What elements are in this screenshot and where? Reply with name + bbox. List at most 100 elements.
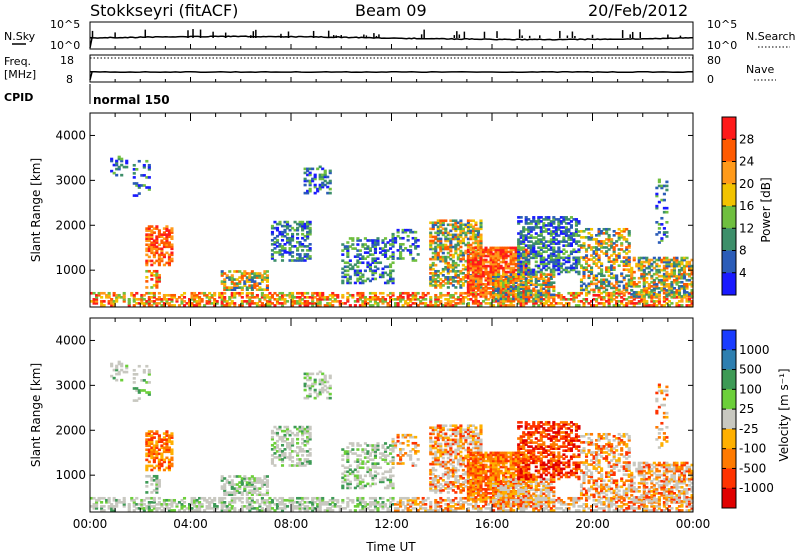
power-cell <box>280 232 285 236</box>
power-cell <box>529 226 533 229</box>
power-cell <box>409 249 413 252</box>
velocity-cell <box>296 507 300 510</box>
power-cell <box>391 241 395 244</box>
power-cell <box>132 182 136 185</box>
power-cell <box>542 277 546 280</box>
power-cell <box>502 293 506 296</box>
power-cell <box>461 278 465 281</box>
power-cell <box>155 239 159 243</box>
power-cell <box>542 293 546 297</box>
power-cell <box>162 243 166 247</box>
power-cell <box>620 280 624 284</box>
power-cell <box>640 272 644 276</box>
power-cell <box>238 304 242 307</box>
power-cell <box>486 282 491 286</box>
power-cell <box>607 234 611 237</box>
power-cell <box>112 291 116 295</box>
power-cell <box>469 268 473 272</box>
power-cell <box>617 232 621 235</box>
power-cell <box>574 264 579 268</box>
power-cell <box>165 225 169 228</box>
power-cell <box>542 272 546 276</box>
power-cell <box>464 265 468 269</box>
power-cell <box>522 273 526 276</box>
power-cell <box>469 231 473 235</box>
power-cell <box>547 287 551 291</box>
power-cell <box>265 288 269 291</box>
power-cell <box>517 240 521 243</box>
power-cell <box>577 300 581 303</box>
power-cell <box>152 245 156 249</box>
power-cell <box>512 281 516 285</box>
velocity-cell <box>213 505 217 508</box>
velocity-cell <box>303 509 307 512</box>
power-cell <box>245 291 249 295</box>
velocity-cell <box>361 500 365 504</box>
velocity-cell <box>401 509 405 512</box>
velocity-cell <box>547 505 551 508</box>
power-cell <box>346 291 350 295</box>
power-cell <box>489 293 493 296</box>
power-cell <box>582 229 586 233</box>
power-cell <box>685 284 689 288</box>
power-cell <box>557 264 561 268</box>
power-cell <box>542 283 546 287</box>
power-cell <box>127 302 131 305</box>
power-cell <box>459 269 463 273</box>
power-cell <box>544 244 548 247</box>
power-cell <box>655 272 659 276</box>
power-cell <box>486 287 491 290</box>
velocity-cell <box>499 500 503 504</box>
power-cell <box>532 246 536 249</box>
power-cell <box>527 291 531 295</box>
power-cell <box>291 298 295 301</box>
velocity-cell <box>92 505 96 508</box>
power-cell <box>597 256 601 259</box>
velocity-cell <box>416 496 420 500</box>
power-cell <box>481 295 486 298</box>
power-cell <box>484 284 488 288</box>
power-cell <box>522 256 526 260</box>
velocity-cell <box>265 500 269 504</box>
power-cell <box>675 264 679 268</box>
power-cell <box>258 300 262 303</box>
power-cell <box>303 300 307 303</box>
power-cell <box>642 304 646 307</box>
power-cell <box>306 304 310 307</box>
power-cell <box>589 227 594 231</box>
power-cell <box>484 254 488 258</box>
power-cell <box>248 276 252 279</box>
velocity-cell <box>275 507 280 510</box>
power-cell <box>170 231 174 234</box>
power-cell <box>454 273 458 277</box>
velocity-cell <box>268 507 272 510</box>
velocity-cell <box>627 507 631 510</box>
power-cell <box>167 261 171 265</box>
velocity-cell <box>147 507 151 510</box>
power-cell <box>474 298 478 301</box>
velocity-cell <box>396 500 400 504</box>
power-cell <box>265 274 269 277</box>
power-cell <box>489 258 493 262</box>
power-cell <box>250 272 254 275</box>
velocity-cell <box>97 498 101 502</box>
power-cell <box>253 276 257 279</box>
velocity-cell <box>368 509 372 512</box>
power-cell <box>293 259 297 262</box>
power-cell <box>519 264 523 268</box>
power-cell <box>680 280 684 284</box>
power-cell <box>522 230 526 233</box>
power-cell <box>617 290 621 294</box>
power-cell <box>489 248 493 252</box>
power-cell <box>640 289 644 292</box>
power-cell <box>612 262 616 265</box>
velocity-cell <box>439 507 443 510</box>
velocity-cell <box>567 507 571 510</box>
power-cell <box>240 300 244 303</box>
power-cell <box>431 255 435 259</box>
power-cell <box>662 231 666 234</box>
power-cell <box>459 257 463 261</box>
power-cell <box>341 243 345 246</box>
velocity-cell <box>582 509 586 512</box>
power-cell <box>687 272 692 276</box>
